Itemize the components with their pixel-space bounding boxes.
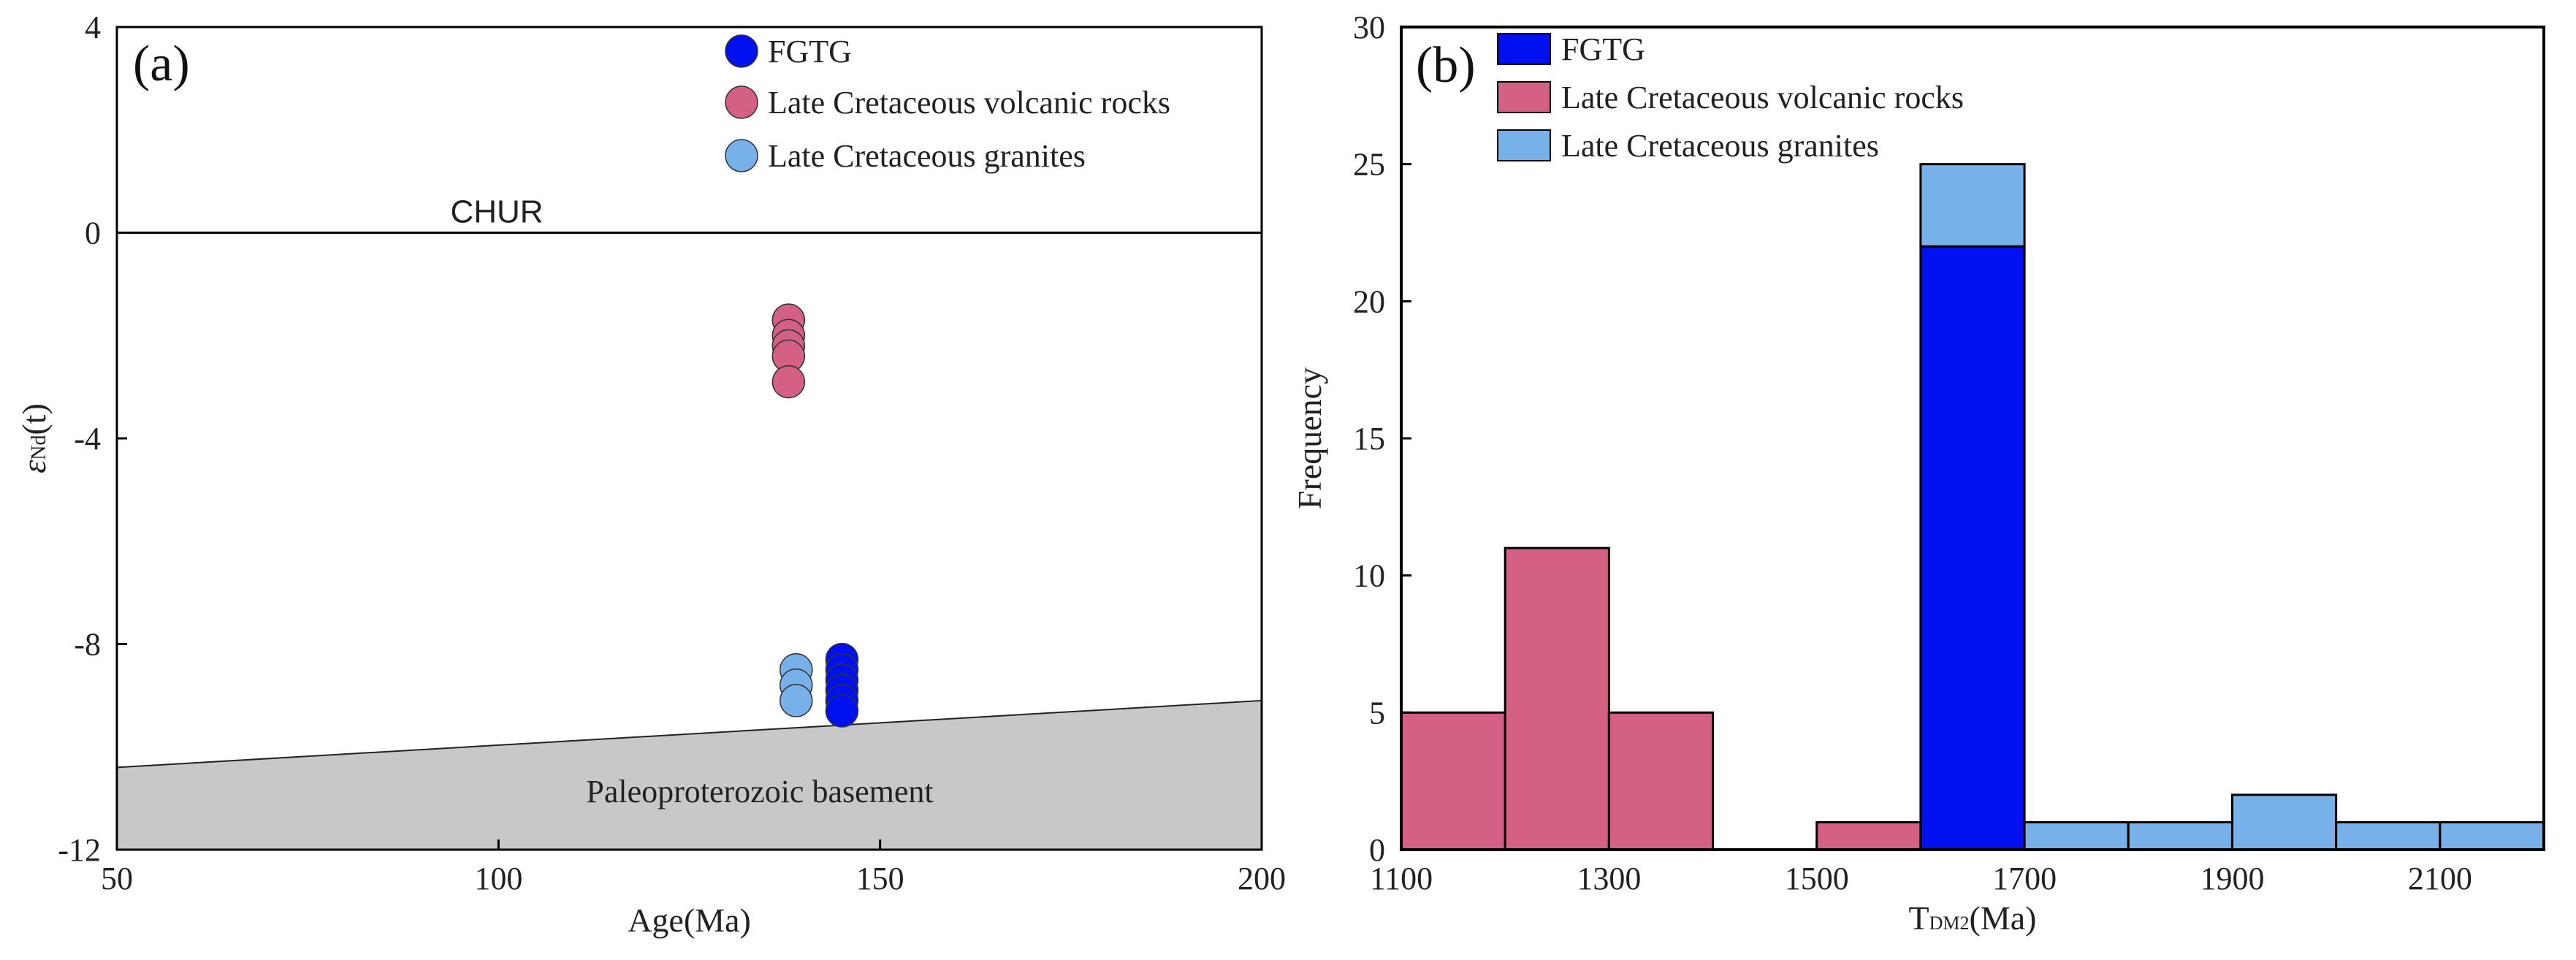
axis-ticks: 50 100 150 200 4 0 -4 -8 -12	[58, 9, 1286, 896]
x-tick-label: 1900	[2200, 861, 2264, 896]
legend-label: Late Cretaceous volcanic rocks	[1561, 80, 1964, 115]
x-tick-label: 1100	[1370, 861, 1433, 896]
y-axis-label-symbol: ε	[15, 460, 53, 473]
legend-label: Late Cretaceous granites	[1561, 128, 1879, 164]
y-axis-label-rest: (t)	[15, 403, 53, 435]
chur-label: CHUR	[450, 194, 543, 230]
x-tick-label: 150	[856, 861, 904, 896]
x-tick-label: 2100	[2408, 861, 2472, 896]
histogram-bar	[1919, 163, 2026, 248]
histogram-bar	[1504, 546, 1610, 851]
histogram-bar	[2230, 793, 2338, 851]
histogram-bar	[1607, 711, 1715, 851]
x-axis-label: TDM2(Ma)	[1909, 899, 2037, 937]
histogram-bar	[2127, 820, 2233, 851]
x-tick-label: 200	[1238, 861, 1286, 896]
panel-label: (b)	[1416, 37, 1476, 94]
x-tick-label: 50	[101, 861, 133, 896]
panel-a-chart: 50 100 150 200 4 0 -4 -8 -12 (a) CHUR Paleoprote…	[15, 9, 1286, 939]
histogram-bar	[1400, 711, 1506, 851]
y-tick-label: -8	[74, 627, 101, 663]
legend: FGTG Late Cretaceous volcanic rocks Late C…	[1497, 31, 1964, 164]
histogram-bar	[1919, 245, 2026, 851]
basement-label: Paleoproterozoic basement	[586, 774, 933, 809]
y-tick-label: 4	[85, 9, 101, 45]
x-tick-label: 1500	[1785, 861, 1849, 896]
legend-label: Late Cretaceous volcanic rocks	[768, 85, 1170, 121]
data-point	[771, 365, 806, 399]
legend: FGTG Late Cretaceous volcanic rocks Late C…	[725, 34, 1170, 174]
legend-label: FGTG	[768, 34, 852, 69]
y-axis-label: Frequency	[1291, 367, 1328, 509]
y-tick-label: 0	[85, 216, 101, 251]
x-axis-label-subscript: DM2	[1929, 913, 1970, 934]
data-point	[825, 694, 859, 728]
scatter-points	[771, 303, 859, 728]
x-tick-label: 1300	[1577, 861, 1641, 896]
x-axis-label-main: T	[1909, 899, 1929, 937]
y-tick-label: 5	[1369, 695, 1385, 731]
legend-swatch	[1497, 81, 1551, 113]
y-tick-label: -4	[74, 421, 101, 457]
histogram-bar	[2335, 820, 2442, 851]
y-axis-label: εNd(t)	[15, 403, 53, 473]
axis-ticks: 1100 1300 1500 1700 1900 2100 0 5 10 15 20 25 30	[1353, 9, 2472, 896]
x-tick-label: 1700	[1992, 861, 2057, 896]
histogram-bars	[1400, 163, 2545, 851]
y-tick-label: 10	[1353, 558, 1385, 594]
y-tick-label: -12	[58, 832, 101, 868]
histogram-bar	[1815, 820, 1922, 851]
y-tick-label: 15	[1353, 421, 1385, 457]
x-axis-label-rest: (Ma)	[1970, 899, 2037, 937]
y-tick-label: 20	[1353, 283, 1385, 319]
legend-label: FGTG	[1561, 31, 1645, 67]
y-axis-label-subscript: Nd	[28, 435, 50, 460]
histogram-bar	[2023, 820, 2130, 851]
y-tick-label: 25	[1353, 147, 1385, 183]
histogram-bar	[2439, 820, 2545, 851]
y-tick-label: 0	[1369, 832, 1385, 868]
x-axis-label: Age(Ma)	[628, 902, 751, 939]
legend-marker	[725, 34, 758, 68]
data-point	[780, 684, 813, 717]
legend-swatch	[1497, 33, 1551, 65]
panel-label: (a)	[133, 36, 190, 92]
x-tick-label: 100	[474, 861, 522, 896]
legend-marker	[725, 139, 758, 172]
panel-b-chart: 1100 1300 1500 1700 1900 2100 0 5 10 15 20 25 30 (b)…	[1291, 9, 2545, 937]
legend-swatch	[1497, 129, 1551, 161]
y-tick-label: 30	[1353, 9, 1385, 45]
legend-label: Late Cretaceous granites	[768, 138, 1086, 174]
legend-marker	[725, 85, 758, 119]
